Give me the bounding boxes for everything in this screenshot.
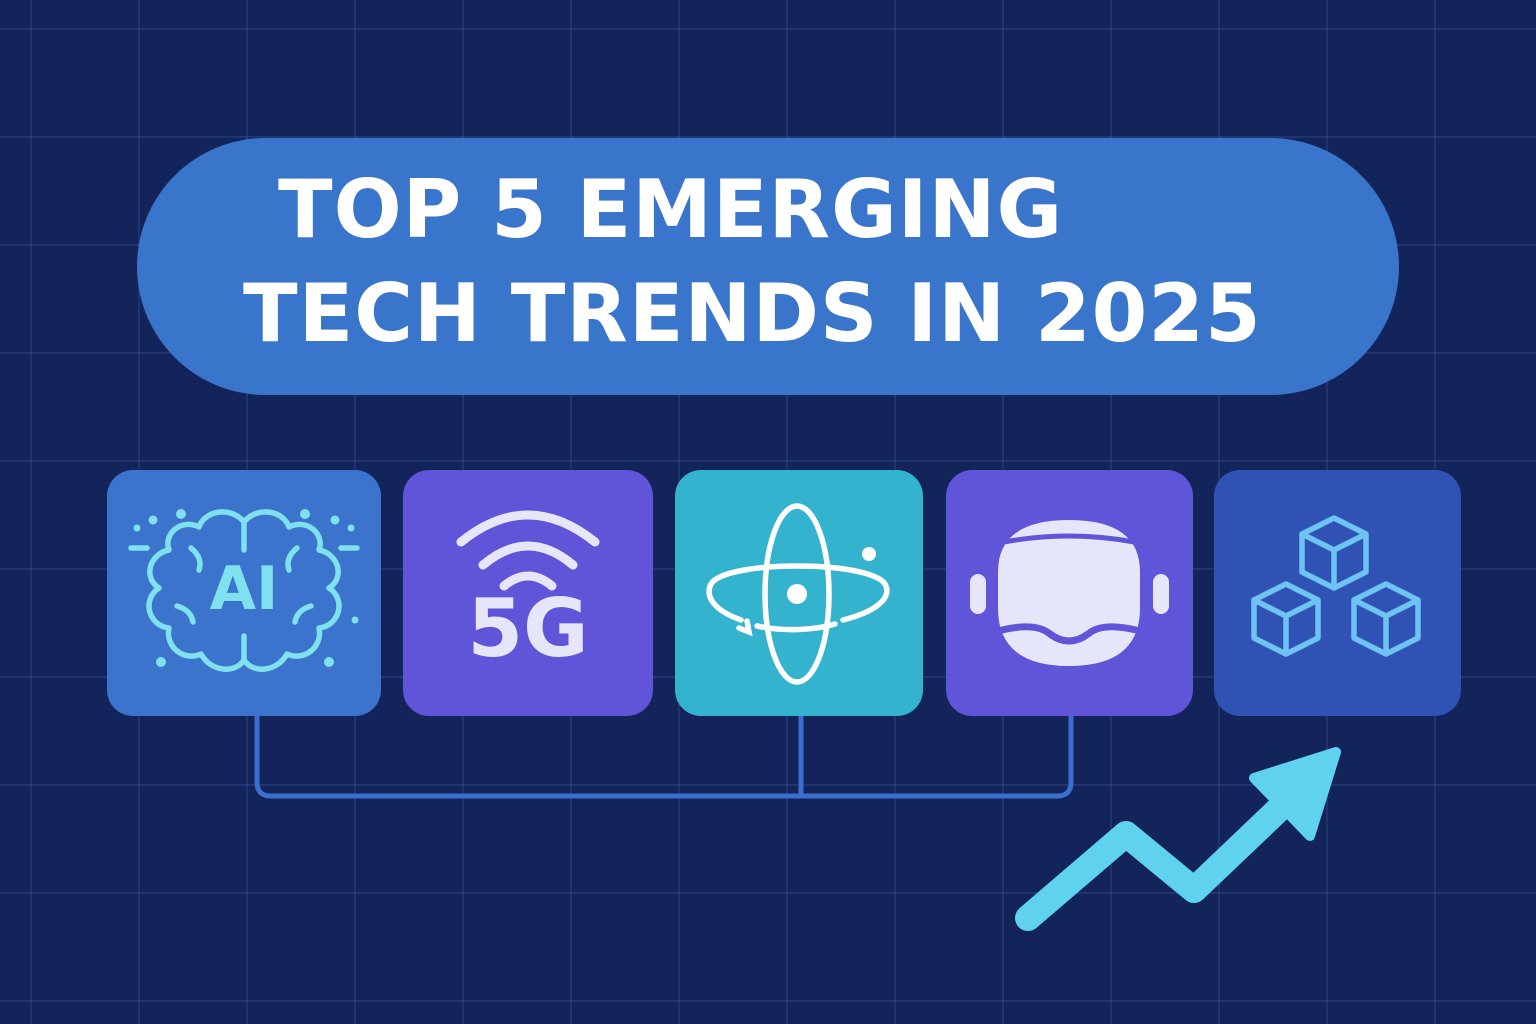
card-vr [946, 470, 1193, 716]
card-quantum [675, 470, 923, 716]
card-blockchain [1214, 470, 1461, 716]
card-ai: AI [107, 470, 381, 716]
title-line-2: TECH TRENDS IN 2025 [243, 267, 1262, 360]
atom-icon [706, 503, 890, 685]
title-banner [137, 138, 1399, 395]
vr-headset-icon [970, 520, 1169, 666]
ai-brain-icon [128, 509, 360, 672]
ai-label: AI [209, 554, 279, 624]
blockchain-cubes-icon [1251, 515, 1421, 657]
card-5g: 5G [403, 470, 653, 716]
title-line-1: TOP 5 EMERGING [278, 163, 1064, 256]
5g-label: 5G [467, 582, 589, 675]
wifi-signal-icon [456, 510, 600, 591]
